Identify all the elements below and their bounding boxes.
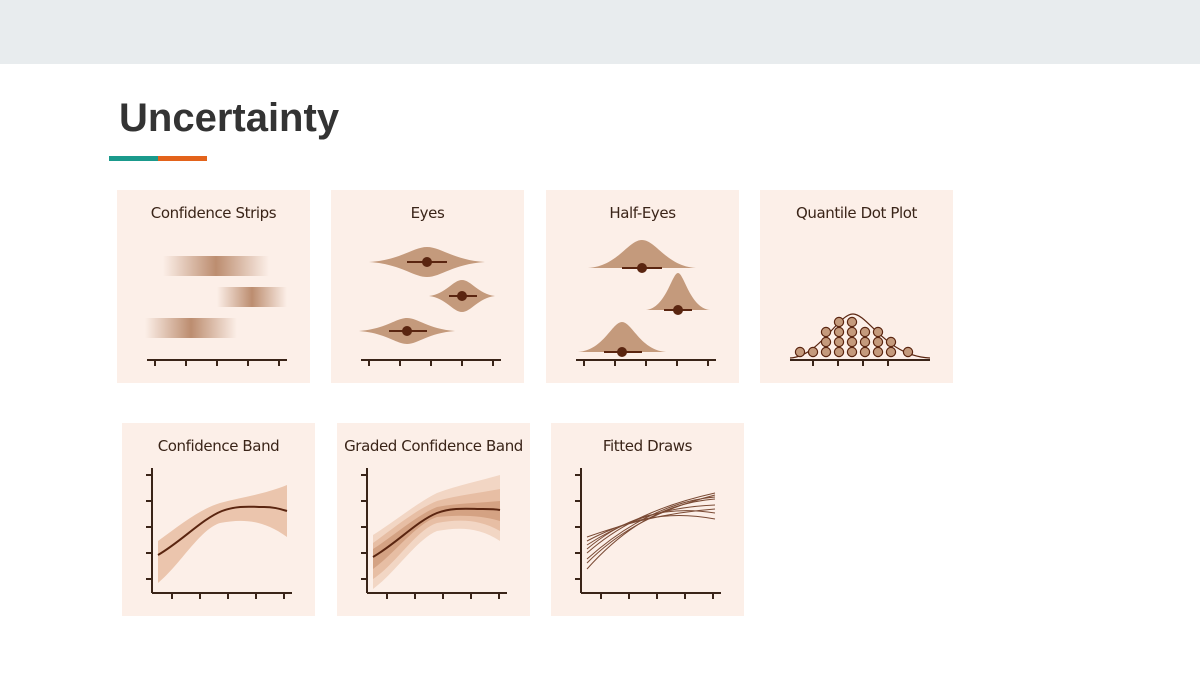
quantile-dot: [833, 346, 845, 358]
quantile-dot: [872, 336, 884, 348]
quantile-dot: [833, 326, 845, 338]
quantile-dot: [846, 336, 858, 348]
quantile-dot: [846, 326, 858, 338]
half-eye-shape-2: [646, 273, 710, 310]
quantile-dot: [846, 346, 858, 358]
x-axis: [790, 359, 930, 366]
panel-label: Confidence Band: [157, 437, 280, 455]
band-inner: [373, 501, 500, 569]
accent-teal: [109, 156, 158, 161]
panel-label: Quantile Dot Plot: [795, 204, 918, 222]
axes: [146, 468, 292, 599]
quantile-dot: [820, 336, 832, 348]
quantile-dot: [885, 336, 897, 348]
panel-label: Graded Confidence Band: [344, 437, 523, 455]
fitted-draws-chart: [575, 468, 721, 599]
panel-label: Confidence Strips: [150, 204, 277, 222]
quantile-dot: [885, 346, 897, 358]
quantile-dot: [794, 346, 806, 358]
quantile-dot: [859, 346, 871, 358]
panel-label: Eyes: [410, 204, 445, 222]
half-eye-point-1: [637, 263, 647, 273]
quantile-dots: [794, 316, 914, 358]
fitted-line: [372, 507, 501, 558]
eyes-chart: [359, 247, 501, 366]
half-eye-shape-1: [588, 240, 696, 268]
eye-point-3: [402, 326, 412, 336]
graded-confidence-band-chart: [361, 468, 507, 599]
panel-quantile-dot-plot: Quantile Dot Plot: [760, 190, 953, 383]
confidence-strip-1: [163, 256, 269, 276]
fitted-draw-lines: [586, 492, 716, 570]
quantile-dot: [820, 326, 832, 338]
confidence-strip-3: [145, 318, 237, 338]
fitted-line: [157, 505, 288, 556]
quantile-dot: [833, 336, 845, 348]
top-bar: [0, 0, 1200, 64]
half-eye-point-3: [617, 347, 627, 357]
eye-point-2: [457, 291, 467, 301]
confidence-band: [158, 485, 287, 583]
panel-graded-confidence-band: Graded Confidence Band: [337, 423, 530, 616]
axes: [575, 468, 721, 599]
half-eyes-chart: [576, 240, 716, 366]
quantile-dot: [859, 336, 871, 348]
title-accent-line: [109, 156, 207, 161]
quantile-dot: [820, 346, 832, 358]
quantile-dot: [833, 316, 845, 328]
panel-label: Half-Eyes: [609, 204, 676, 222]
confidence-strip-2: [217, 287, 287, 307]
accent-orange: [158, 156, 207, 161]
x-axis: [361, 359, 501, 366]
eye-point-1: [422, 257, 432, 267]
axes: [361, 468, 507, 599]
panel-confidence-band: Confidence Band: [122, 423, 315, 616]
confidence-band-chart: [146, 468, 292, 599]
x-axis: [147, 359, 287, 366]
panel-confidence-strips: Confidence Strips: [117, 190, 310, 383]
quantile-dot: [902, 346, 914, 358]
panel-label: Fitted Draws: [602, 437, 693, 455]
confidence-strips-chart: [145, 256, 287, 366]
slide-title: Uncertainty: [119, 96, 340, 140]
half-eye-point-2: [673, 305, 683, 315]
density-curve: [789, 313, 931, 359]
quantile-dot-plot-chart: [789, 313, 931, 366]
x-axis: [576, 359, 716, 366]
panel-fitted-draws: Fitted Draws: [551, 423, 744, 616]
panel-eyes: Eyes: [331, 190, 524, 383]
quantile-dot: [807, 346, 819, 358]
quantile-dot: [846, 316, 858, 328]
panel-half-eyes: Half-Eyes: [546, 190, 739, 383]
quantile-dot: [872, 326, 884, 338]
half-eye-shape-3: [578, 322, 666, 352]
quantile-dot: [859, 326, 871, 338]
quantile-dot: [872, 346, 884, 358]
